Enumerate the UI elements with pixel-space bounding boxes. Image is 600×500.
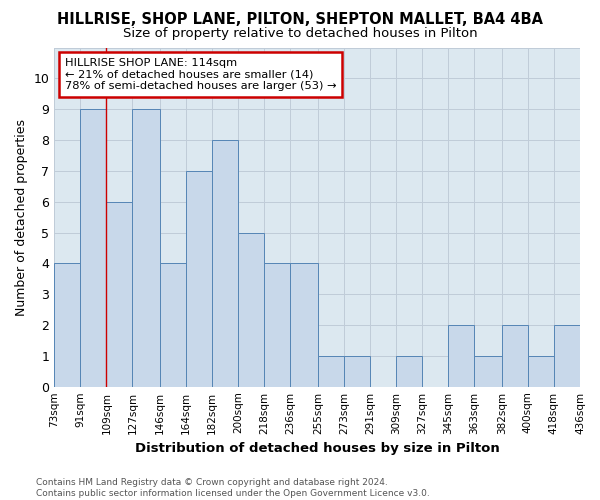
Bar bbox=[133, 109, 160, 386]
Bar bbox=[396, 356, 422, 386]
Text: Size of property relative to detached houses in Pilton: Size of property relative to detached ho… bbox=[122, 28, 478, 40]
Bar bbox=[264, 264, 290, 386]
Bar bbox=[106, 202, 133, 386]
Y-axis label: Number of detached properties: Number of detached properties bbox=[15, 118, 28, 316]
Bar bbox=[238, 232, 264, 386]
Bar bbox=[186, 171, 212, 386]
Bar bbox=[502, 325, 528, 386]
Text: HILLRISE, SHOP LANE, PILTON, SHEPTON MALLET, BA4 4BA: HILLRISE, SHOP LANE, PILTON, SHEPTON MAL… bbox=[57, 12, 543, 28]
Bar bbox=[80, 109, 106, 386]
Text: HILLRISE SHOP LANE: 114sqm
← 21% of detached houses are smaller (14)
78% of semi: HILLRISE SHOP LANE: 114sqm ← 21% of deta… bbox=[65, 58, 337, 91]
Bar bbox=[54, 264, 80, 386]
Bar bbox=[448, 325, 474, 386]
Bar bbox=[212, 140, 238, 386]
Bar bbox=[528, 356, 554, 386]
Bar bbox=[554, 325, 580, 386]
Bar bbox=[474, 356, 502, 386]
Bar bbox=[318, 356, 344, 386]
Bar bbox=[290, 264, 318, 386]
Text: Contains HM Land Registry data © Crown copyright and database right 2024.
Contai: Contains HM Land Registry data © Crown c… bbox=[36, 478, 430, 498]
Bar bbox=[160, 264, 186, 386]
X-axis label: Distribution of detached houses by size in Pilton: Distribution of detached houses by size … bbox=[135, 442, 500, 455]
Bar bbox=[344, 356, 370, 386]
